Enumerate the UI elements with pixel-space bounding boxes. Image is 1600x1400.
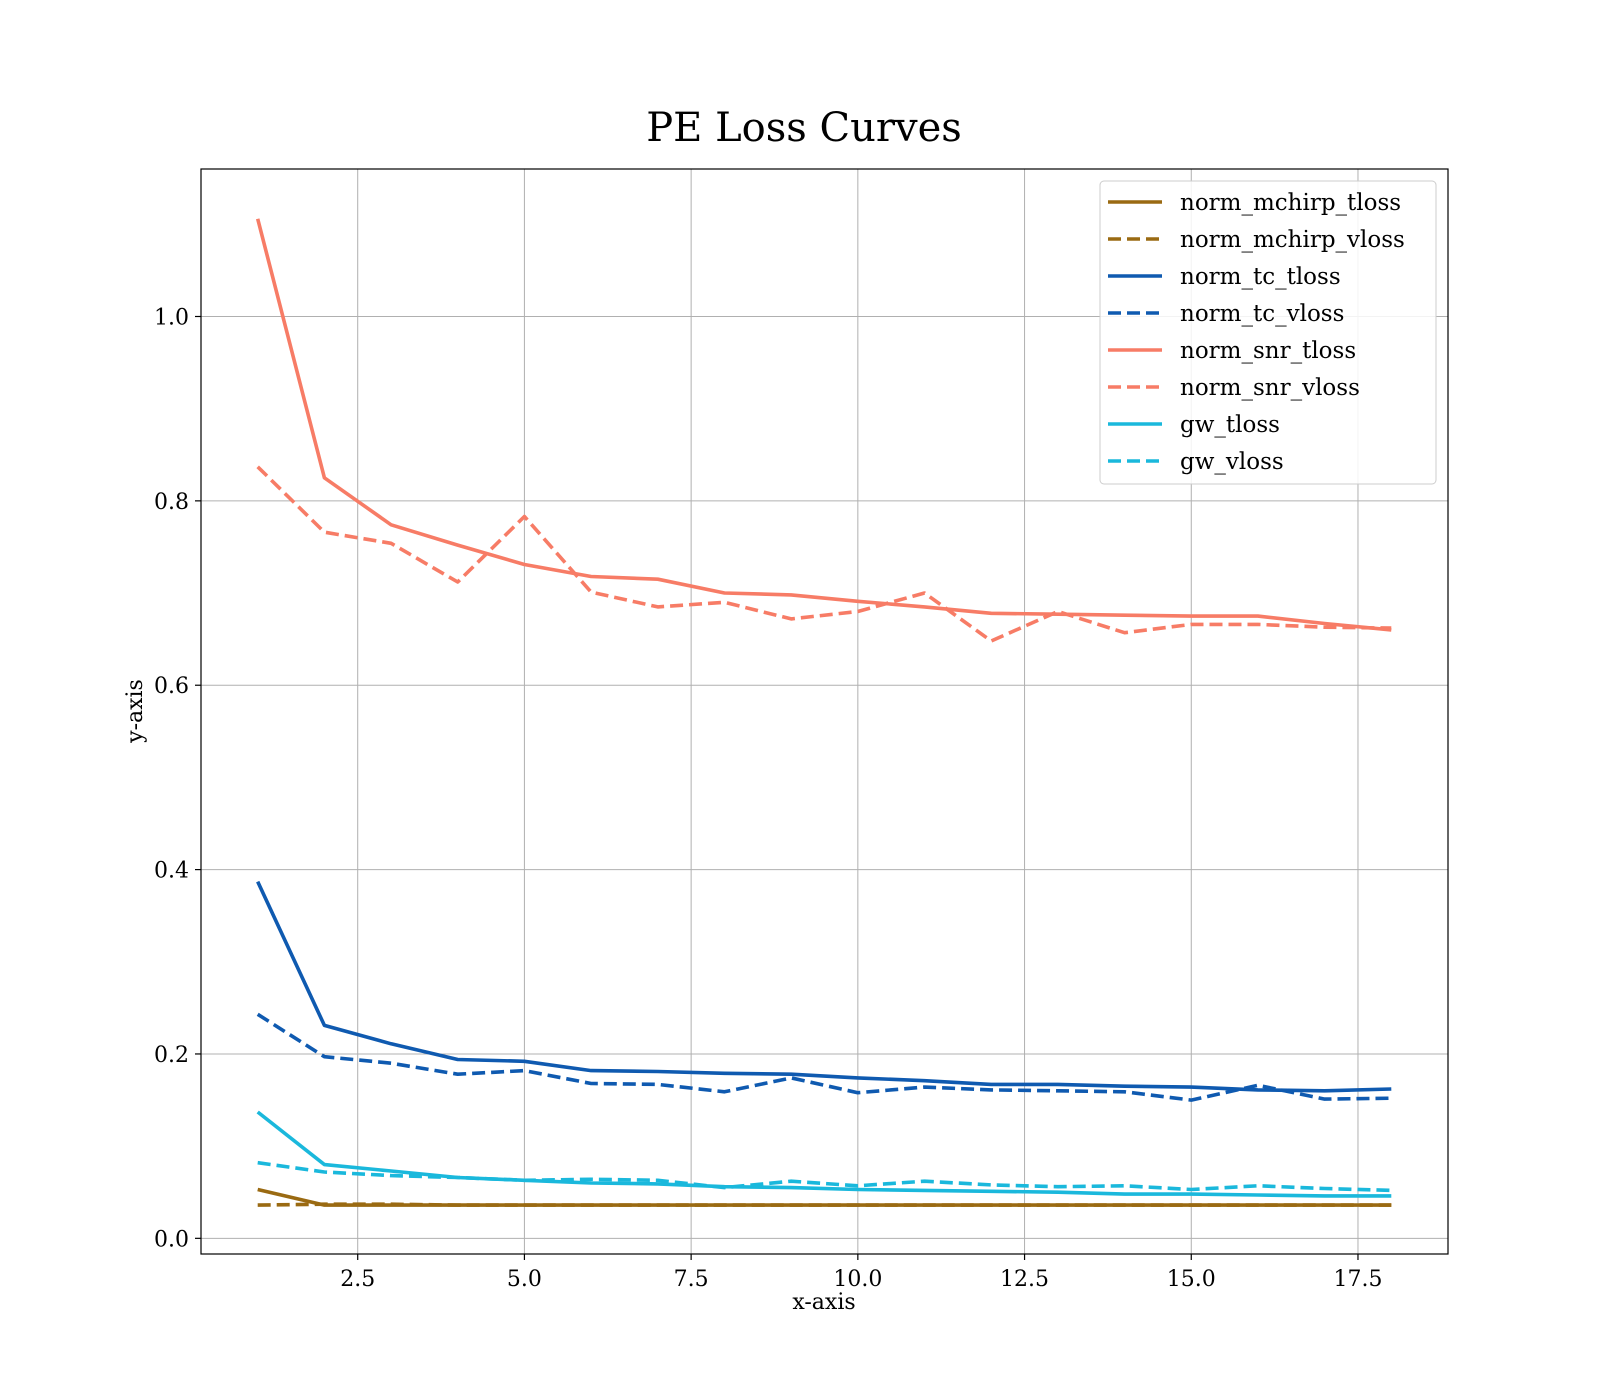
lines-layer: [255, 218, 1392, 1207]
x-axis-label: x-axis: [792, 1290, 855, 1315]
series-line-norm-tc-tloss: [256, 880, 1392, 1093]
x-tick-label: 12.5: [1000, 1267, 1049, 1292]
legend-label-norm-mchirp-vloss: norm_mchirp_vloss: [1180, 227, 1405, 253]
y-tick-label: 0.6: [154, 674, 189, 699]
series-line-norm-mchirp-tloss: [257, 1187, 1392, 1207]
x-tick-label: 15.0: [1167, 1267, 1216, 1292]
legend-box: [1099, 180, 1437, 485]
x-tick-label: 17.5: [1333, 1267, 1382, 1292]
series-line-norm-snr-tloss: [255, 218, 1392, 632]
legend-label-norm-mchirp-tloss: norm_mchirp_tloss: [1180, 190, 1401, 216]
y-tick-label: 0.8: [154, 490, 189, 515]
x-tick-label: 5.0: [507, 1267, 542, 1292]
x-tick-label: 10.0: [833, 1267, 882, 1292]
x-ticks: 2.5 5.0 7.5 10.0 12.5 15.0 17.5: [340, 1254, 1382, 1292]
x-tick-label: 7.5: [674, 1267, 709, 1292]
series-line-norm-tc-vloss: [256, 1012, 1392, 1102]
y-tick-label: 0.4: [154, 859, 189, 884]
y-tick-label: 1.0: [154, 305, 189, 330]
legend-label-norm-snr-vloss: norm_snr_vloss: [1180, 375, 1360, 401]
y-axis-label: y-axis: [123, 679, 148, 744]
legend: norm_mchirp_tloss norm_mchirp_vloss norm_t…: [1099, 180, 1437, 485]
series-line-gw-vloss: [257, 1160, 1392, 1193]
legend-label-gw-tloss: gw_tloss: [1180, 412, 1280, 438]
x-tick-label: 2.5: [340, 1267, 375, 1292]
legend-label-norm-tc-vloss: norm_tc_vloss: [1180, 301, 1344, 327]
legend-label-gw-vloss: gw_vloss: [1180, 449, 1284, 475]
y-tick-label: 0.2: [154, 1043, 189, 1068]
series-line-norm-snr-vloss: [256, 465, 1392, 643]
y-ticks: 0.0 0.2 0.4 0.6 0.8 1.0: [154, 305, 201, 1252]
chart-title: PE Loss Curves: [646, 105, 962, 151]
y-tick-label: 0.0: [154, 1227, 189, 1252]
series-line-gw-tloss: [256, 1110, 1392, 1198]
legend-label-norm-tc-tloss: norm_tc_tloss: [1180, 264, 1341, 290]
plot-frame: [200, 168, 1449, 1255]
legend-label-norm-snr-tloss: norm_snr_tloss: [1180, 338, 1356, 364]
